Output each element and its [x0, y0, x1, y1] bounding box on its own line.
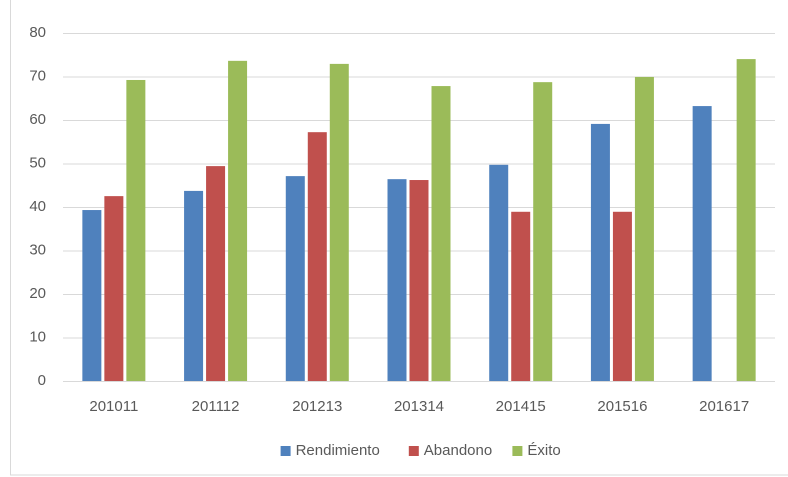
bar: [409, 180, 429, 381]
bar: [285, 176, 305, 381]
bar: [329, 63, 349, 381]
legend-swatch: [512, 446, 523, 456]
y-tick-label: 60: [29, 111, 46, 128]
y-tick-label: 80: [29, 24, 46, 41]
y-tick-label: 40: [29, 198, 46, 215]
bar: [590, 123, 610, 381]
bar: [431, 86, 451, 381]
legend-swatch: [280, 446, 291, 456]
legend-label: Éxito: [527, 442, 560, 459]
x-tick-label: 201516: [597, 398, 647, 415]
bar: [634, 76, 654, 381]
y-tick-label: 30: [29, 241, 46, 258]
y-tick-label: 10: [29, 328, 46, 345]
bar: [692, 106, 712, 381]
legend-label: Rendimiento: [296, 442, 380, 459]
x-tick-label: 201011: [89, 398, 138, 415]
y-tick-label: 20: [29, 285, 46, 302]
bar: [82, 210, 102, 381]
bar: [533, 82, 553, 381]
y-tick-label: 70: [29, 67, 46, 84]
x-tick-label: 201617: [699, 398, 749, 415]
bar: [612, 211, 632, 381]
bar: [206, 166, 226, 381]
bar: [387, 179, 407, 381]
bar: [511, 211, 531, 381]
bar: [736, 59, 756, 381]
bar: [126, 79, 146, 381]
legend-label: Abandono: [424, 442, 492, 459]
bar: [489, 164, 509, 381]
legend-swatch: [408, 446, 419, 456]
bar: [228, 60, 248, 382]
x-tick-label: 201415: [496, 398, 546, 415]
bar: [184, 190, 204, 381]
y-tick-label: 50: [29, 154, 46, 171]
y-tick-label: 0: [38, 372, 46, 389]
bar: [307, 132, 327, 381]
x-tick-label: 201112: [192, 398, 240, 415]
x-tick-label: 201213: [292, 398, 342, 415]
x-tick-label: 201314: [394, 398, 444, 415]
chart-frame: [10, 0, 788, 476]
bar: [104, 196, 124, 381]
